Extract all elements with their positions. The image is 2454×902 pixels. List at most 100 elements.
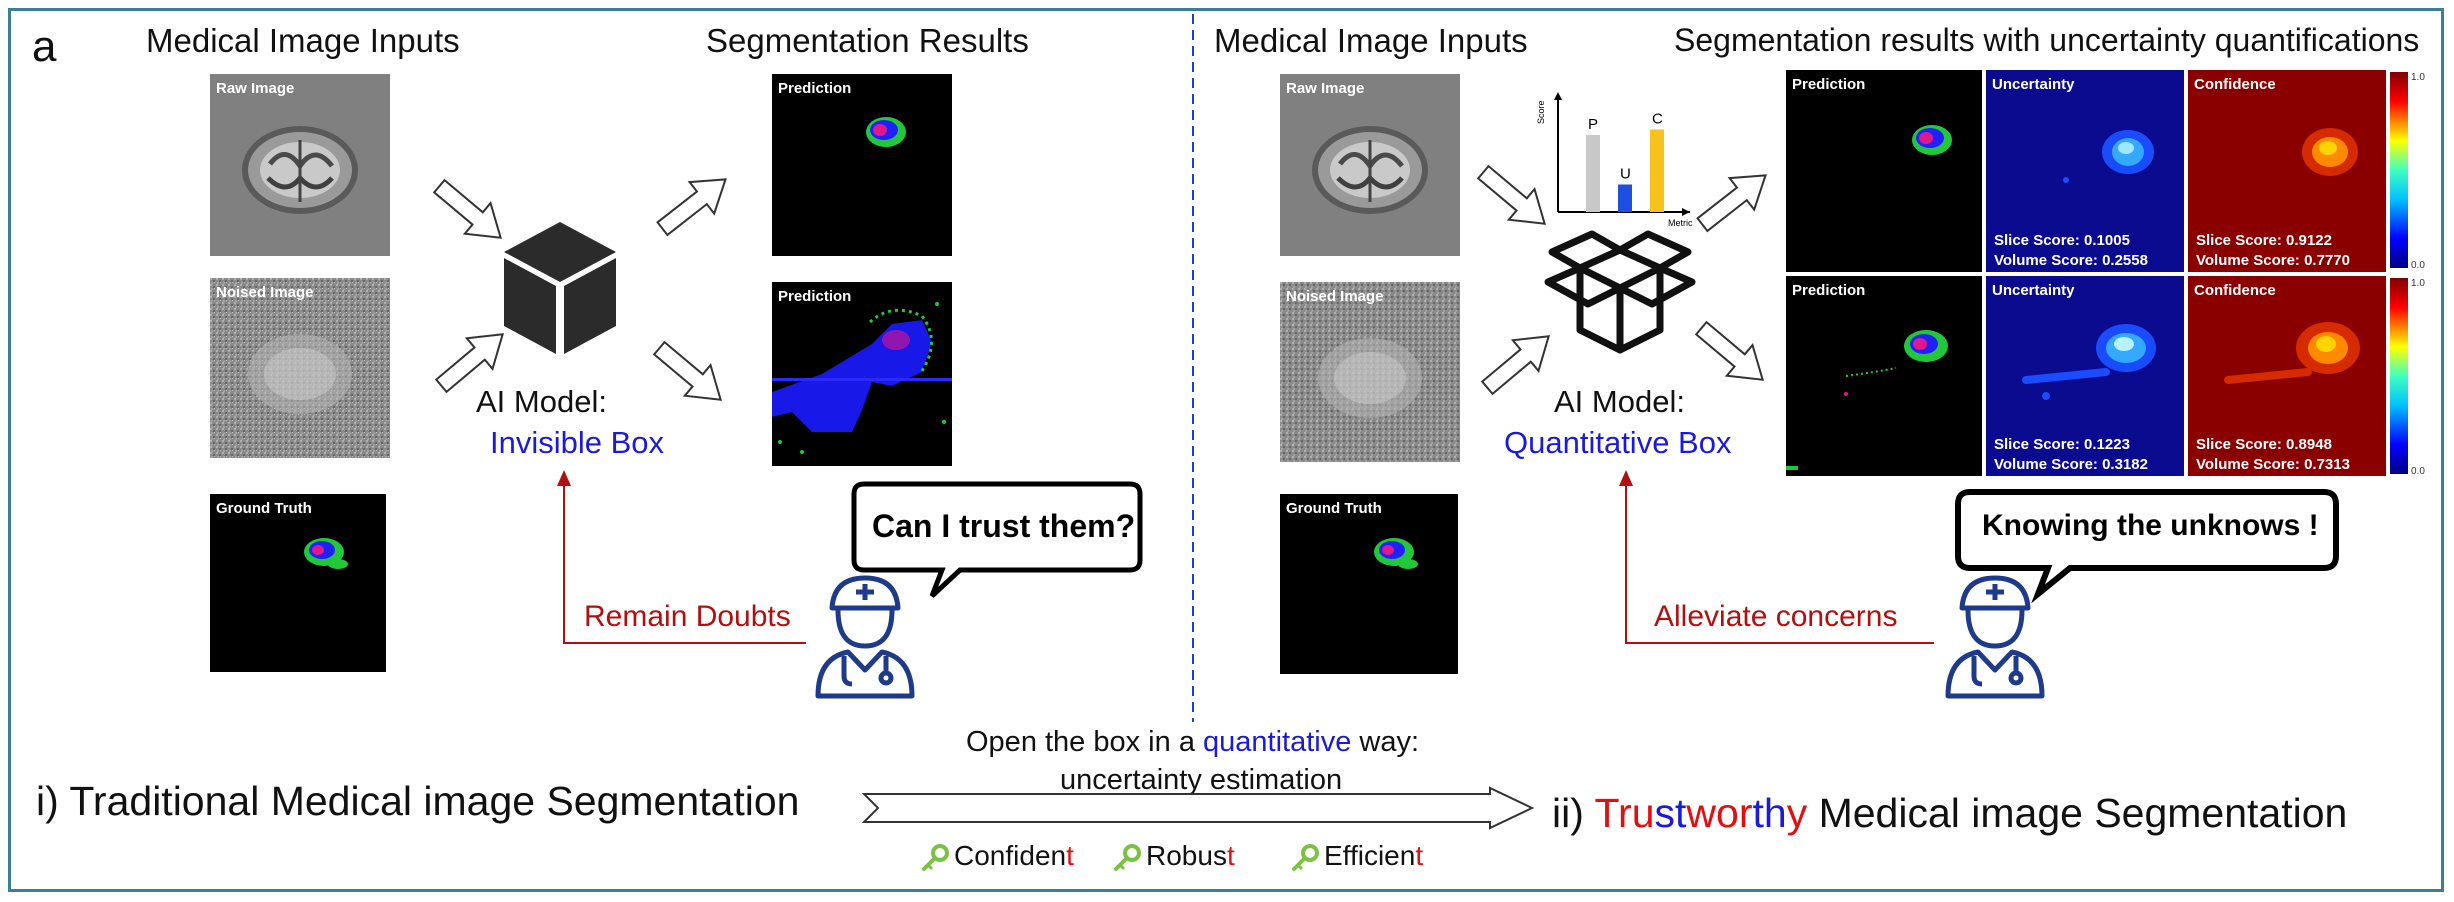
colorbar-row1 <box>2390 72 2408 268</box>
keyword-0: Confident <box>920 840 1074 873</box>
row1-prediction-tile: Prediction <box>1786 70 1982 272</box>
right-caption-part-1: Tru <box>1594 790 1655 836</box>
keyword-stem: Efficien <box>1324 840 1416 871</box>
right-caption-part-2: st <box>1654 790 1687 836</box>
row2-confidence-tile: Confidence Slice Score: 0.8948 Volume Sc… <box>2188 276 2386 476</box>
right-noised-brain-image <box>1280 282 1460 462</box>
row2-confidence-label: Confidence <box>2194 282 2276 299</box>
row2-confidence-slice-score: Slice Score: 0.8948 <box>2196 436 2332 453</box>
row2-prediction-image <box>1786 330 1948 470</box>
row1-uncertainty-slice-score: Slice Score: 0.1005 <box>1994 232 2130 249</box>
middle-line2: uncertainty estimation <box>1060 764 1343 796</box>
brain-mri-image <box>242 126 358 214</box>
keyword-stem: Robus <box>1146 840 1227 871</box>
row2-confidence-map <box>2224 322 2360 384</box>
colorbar-row2 <box>2390 278 2408 474</box>
row2-confidence-volume-score: Volume Score: 0.7313 <box>2196 456 2350 473</box>
right-noised-image-tile: Noised Image <box>1280 282 1460 462</box>
chart-x-arrowhead <box>1682 208 1690 216</box>
right-caption-part-0: ii) <box>1552 790 1595 836</box>
doctor-icon-right <box>1945 575 2045 699</box>
arrow-right-noised-to-model <box>1480 335 1551 396</box>
right-inputs-title: Medical Image Inputs <box>1214 22 1528 59</box>
right-model-label: AI Model: <box>1554 384 1685 419</box>
right-caption-part-5: y <box>1786 790 1808 836</box>
noised-brain-image <box>210 278 390 458</box>
chart-y-arrowhead <box>1554 92 1562 100</box>
right-feedback-label: Alleviate concerns <box>1654 600 1898 633</box>
right-flow-arrows <box>1476 164 1767 396</box>
right-caption-part-6: Medical image Segmentation <box>1807 790 2348 836</box>
prediction-segmentation-clean <box>866 117 906 147</box>
arrow-raw-to-model <box>432 178 503 239</box>
key-icon <box>1114 843 1141 871</box>
right-caption-part-3: wor <box>1686 790 1753 836</box>
right-raw-image-label: Raw Image <box>1286 80 1365 97</box>
arrow-model-to-row2 <box>1694 320 1765 381</box>
ground-truth-tile: Ground Truth <box>210 494 386 672</box>
left-inputs-title: Medical Image Inputs <box>146 22 460 59</box>
right-caption: ii) Trustworthy Medical image Segmentati… <box>1552 790 2347 837</box>
row2-uncertainty-label: Uncertainty <box>1992 282 2075 299</box>
arrow-right-raw-to-model <box>1476 164 1547 225</box>
right-model-name: Quantitative Box <box>1504 425 1732 460</box>
noised-image-label: Noised Image <box>216 284 314 301</box>
prediction-segmentation-noised <box>772 302 952 454</box>
chart-x-label: Metric <box>1668 218 1693 228</box>
left-model-label: AI Model: <box>476 384 607 419</box>
long-transition-arrow <box>861 786 1535 830</box>
row1-prediction-image <box>1912 125 1952 155</box>
black-box-cube-icon <box>504 222 616 354</box>
row1-confidence-volume-score: Volume Score: 0.7770 <box>2196 252 2350 269</box>
chart-bar-label-u: U <box>1620 166 1631 183</box>
left-feedback-arrow <box>557 470 806 644</box>
row2-prediction-label: Prediction <box>1792 282 1866 299</box>
right-brain-mri-image <box>1312 126 1428 214</box>
row1-uncertainty-tile: Uncertainty Slice Score: 0.1005 Volume S… <box>1986 70 2184 272</box>
open-box-icon <box>1544 230 1696 354</box>
score-bar-chart: Score Metric P U C <box>1536 92 1693 228</box>
right-speech-bubble <box>1955 489 2339 604</box>
right-noised-image-label: Noised Image <box>1286 288 1384 305</box>
key-icon <box>922 843 949 871</box>
row1-confidence-label: Confidence <box>2194 76 2276 93</box>
row2-uncertainty-tile: Uncertainty Slice Score: 0.1223 Volume S… <box>1986 276 2184 476</box>
row1-confidence-slice-score: Slice Score: 0.9122 <box>2196 232 2332 249</box>
arrow-model-to-pred1 <box>656 178 727 237</box>
left-bubble-text: Can I trust them? <box>872 508 1136 544</box>
right-ground-truth-tile: Ground Truth <box>1280 494 1458 674</box>
row1-confidence-tile: Confidence Slice Score: 0.9122 Volume Sc… <box>2188 70 2386 272</box>
chart-y-label: Score <box>1536 100 1546 124</box>
raw-image-label: Raw Image <box>216 80 295 97</box>
colorbar-min-1: 0.0 <box>2411 260 2425 271</box>
right-results-title: Segmentation results with uncertainty qu… <box>1674 22 2420 58</box>
colorbar-max-2: 1.0 <box>2411 278 2425 289</box>
right-raw-image-tile: Raw Image <box>1280 74 1460 256</box>
chart-bar-u <box>1618 184 1632 212</box>
keyword-accent: t <box>1226 840 1235 871</box>
prediction-label: Prediction <box>778 80 852 97</box>
left-caption: i) Traditional Medical image Segmentatio… <box>36 778 800 824</box>
ground-truth-label: Ground Truth <box>216 500 312 517</box>
keyword-accent: t <box>1415 840 1424 871</box>
middle-line1: Open the box in a quantitative way: <box>966 726 1419 759</box>
doctor-icon-left <box>815 575 915 699</box>
middle-line1-keyword: quantitative <box>1203 726 1352 758</box>
right-ground-truth-label: Ground Truth <box>1286 500 1382 517</box>
row2-uncertainty-map <box>2022 324 2156 400</box>
arrow-noised-to-model <box>434 333 505 394</box>
colorbar-max-1: 1.0 <box>2411 72 2425 83</box>
chart-bar-p <box>1586 135 1600 212</box>
row1-prediction-label: Prediction <box>1792 76 1866 93</box>
arrow-model-to-pred2 <box>652 340 723 401</box>
row2-prediction-tile: Prediction <box>1786 276 1982 476</box>
arrow-model-to-row1 <box>1696 174 1767 233</box>
left-prediction-tile-noised: Prediction <box>772 282 952 466</box>
middle-line1-post: way: <box>1351 726 1420 758</box>
left-prediction-tile-clean: Prediction <box>772 74 952 256</box>
keyword-stem: Confiden <box>954 840 1067 871</box>
left-feedback-label: Remain Doubts <box>584 600 791 633</box>
row1-uncertainty-label: Uncertainty <box>1992 76 2075 93</box>
chart-bar-c <box>1650 129 1664 212</box>
